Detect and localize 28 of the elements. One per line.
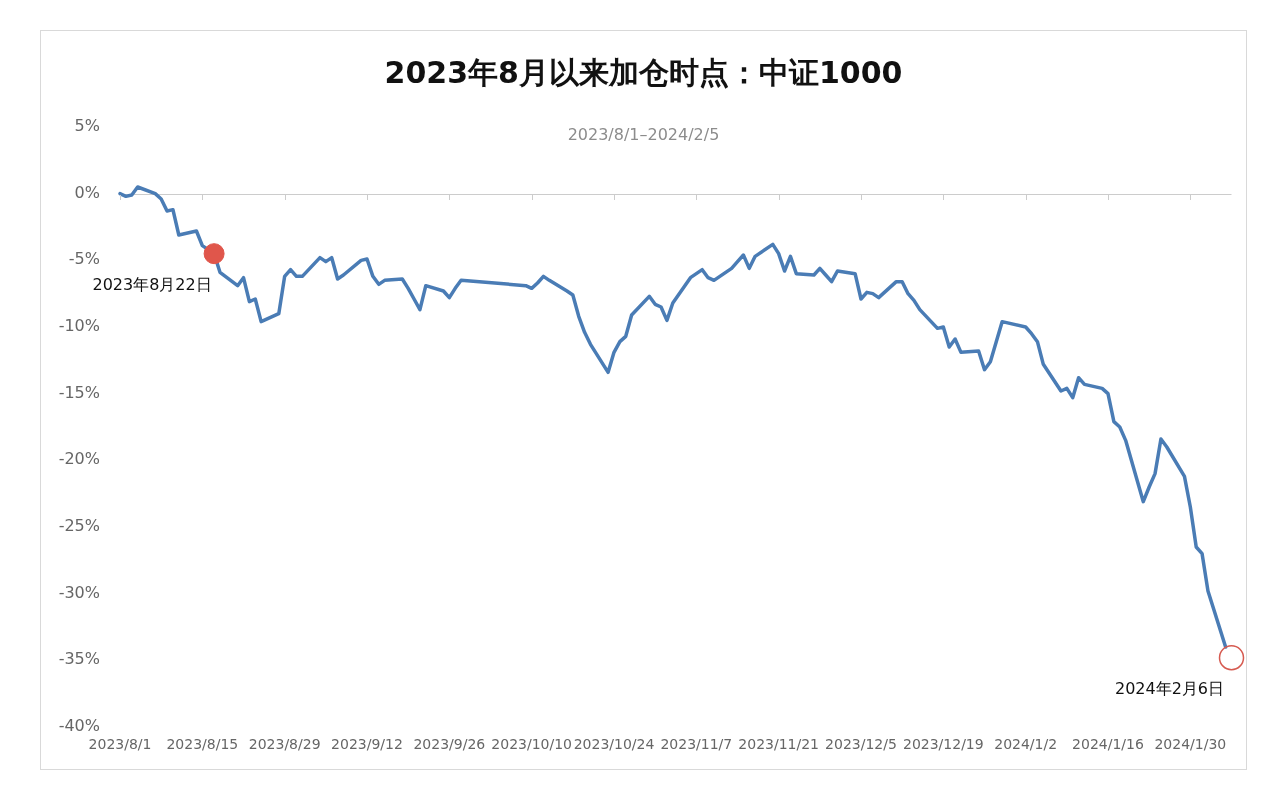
annotation: 2023年8月22日 — [92, 274, 212, 294]
chart-title: 2023年8月以来加仓时点：中证1000 — [383, 55, 904, 91]
y-tick-label: 0% — [74, 182, 100, 202]
annotation: 2024年2月6日 — [1114, 678, 1225, 698]
x-tick-label: 2023/11/7 — [660, 736, 733, 753]
y-tick-label: -25% — [58, 516, 100, 536]
y-tick-label: -20% — [58, 449, 100, 469]
y-tick-label: -35% — [58, 649, 100, 669]
y-tick-label: -10% — [58, 316, 100, 336]
x-tick-label: 2023/12/5 — [825, 736, 897, 753]
y-tick-label: -40% — [58, 716, 100, 736]
y-tick-label: -5% — [68, 249, 100, 269]
x-tick-label: 2023/10/10 — [491, 736, 573, 753]
y-tick-label: 5% — [74, 116, 100, 136]
x-tick-label: 2023/11/21 — [738, 736, 820, 753]
x-tick-label: 2023/8/1 — [88, 736, 152, 753]
x-tick-label: 2023/9/26 — [413, 736, 486, 753]
x-tick-label: 2023/9/12 — [331, 736, 403, 753]
x-tick-label: 2023/8/15 — [166, 736, 239, 753]
y-tick-label: -30% — [58, 582, 100, 602]
chart-subtitle: 2023/8/1–2024/2/5 — [567, 125, 720, 144]
x-tick-label: 2024/1/30 — [1154, 736, 1227, 753]
x-tick-label: 2024/1/2 — [994, 736, 1058, 753]
x-tick-label: 2023/10/24 — [573, 736, 655, 753]
y-tick-label: -15% — [58, 382, 100, 402]
x-tick-label: 2024/1/16 — [1072, 736, 1144, 753]
x-tick-label: 2023/12/19 — [902, 736, 984, 753]
x-tick-label: 2023/8/29 — [248, 736, 321, 753]
